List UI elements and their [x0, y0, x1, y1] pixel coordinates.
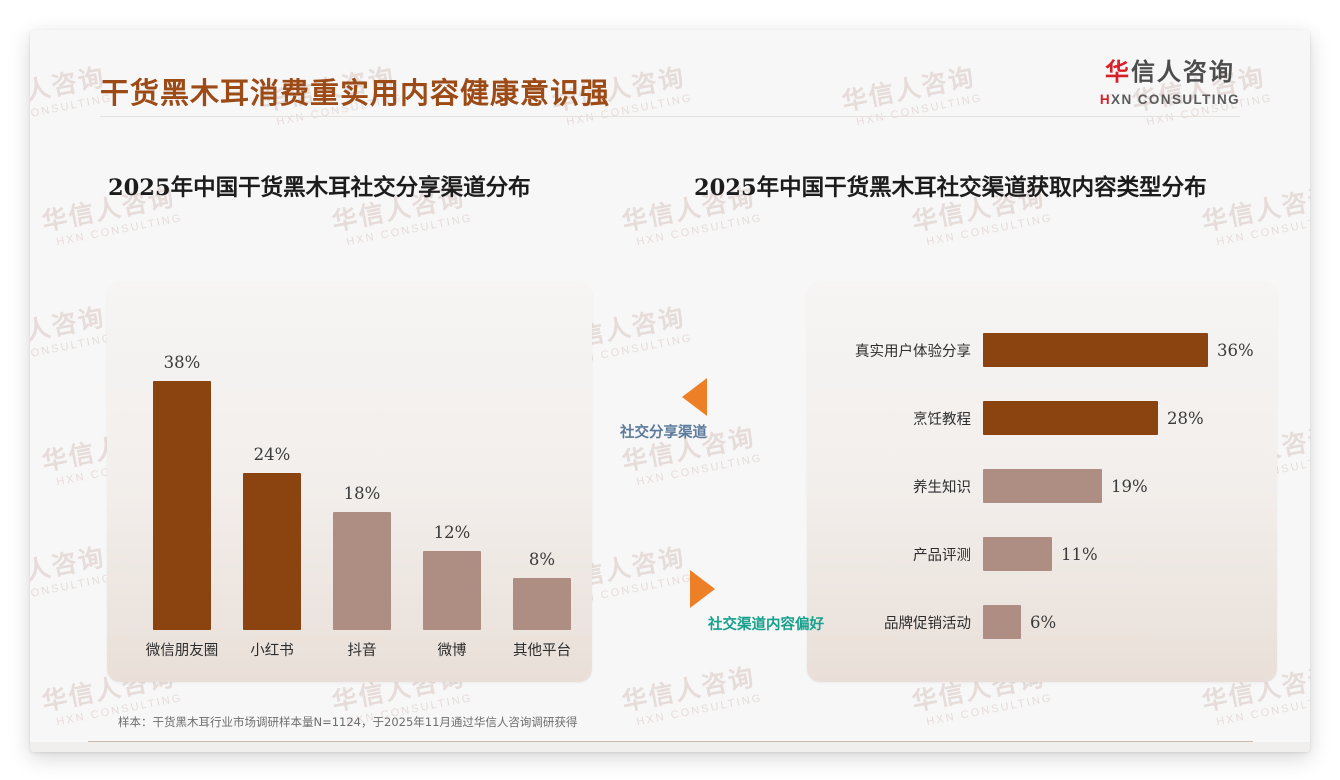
bar-column[interactable]: 38% 微信朋友圈	[146, 353, 219, 659]
bar-value-label: 36%	[1217, 340, 1254, 360]
bar-value-label: 8%	[528, 550, 556, 569]
bar-rect[interactable]	[513, 578, 571, 630]
logo-chinese: 华信人咨询	[1100, 60, 1240, 84]
bar-rect[interactable]	[983, 537, 1052, 571]
bar-rect[interactable]	[333, 512, 391, 630]
category-label: 产品评测	[913, 547, 971, 564]
category-label: 真实用户体验分享	[855, 343, 971, 360]
logo-english: HXN CONSULTING	[1100, 93, 1240, 107]
bar-row[interactable]: 品牌促销活动 6%	[807, 602, 1277, 642]
bar-rect[interactable]	[983, 333, 1208, 367]
bar-row[interactable]: 真实用户体验分享 36%	[807, 330, 1277, 370]
bar-value-label: 12%	[433, 523, 471, 542]
page-title: 干货黑木耳消费重实用内容健康意识强	[100, 76, 611, 110]
category-label: 微博	[437, 643, 467, 659]
bar-value-label: 24%	[253, 445, 291, 464]
logo-english-highlight: H	[1099, 92, 1112, 107]
category-label: 品牌促销活动	[884, 615, 971, 632]
bar-column[interactable]: 24% 小红书	[243, 445, 301, 659]
bar-value-label: 19%	[1111, 476, 1148, 496]
bar-row[interactable]: 养生知识 19%	[807, 466, 1277, 506]
arrow-right-icon	[690, 570, 715, 608]
sample-footnote: 样本：干货黑木耳行业市场调研样本量N=1124，于2025年11月通过华信人咨询…	[118, 715, 578, 729]
category-label: 其他平台	[513, 643, 571, 659]
logo-english-rest: XN CONSULTING	[1111, 92, 1240, 107]
bar-rect[interactable]	[423, 551, 481, 630]
left-chart-title: 2025年中国干货黑木耳社交分享渠道分布	[108, 175, 531, 201]
bar-column[interactable]: 18% 抖音	[333, 484, 391, 659]
right-chart-panel: 真实用户体验分享 36% 烹饪教程 28% 养生知识 19% 产品评测 11% 品牌促销活动 6%	[807, 282, 1277, 682]
category-label: 小红书	[250, 643, 294, 659]
bar-value-label: 38%	[163, 353, 201, 372]
annotation-social-share-channel: 社交分享渠道	[620, 378, 707, 442]
logo-chinese-highlight: 华	[1104, 58, 1131, 86]
bar-column[interactable]: 12% 微博	[423, 523, 481, 659]
category-label: 微信朋友圈	[145, 643, 219, 659]
bar-rect[interactable]	[983, 605, 1021, 639]
category-label: 抖音	[347, 643, 377, 659]
slide-header: 干货黑木耳消费重实用内容健康意识强 华信人咨询 HXN CONSULTING	[30, 30, 1310, 122]
bar-column[interactable]: 8% 其他平台	[513, 550, 571, 659]
annotation-label: 社交渠道内容偏好	[708, 617, 824, 633]
logo-chinese-rest: 信人咨询	[1130, 58, 1235, 86]
title-divider	[100, 116, 1240, 117]
bar-value-label: 18%	[343, 484, 381, 503]
category-label: 烹饪教程	[913, 411, 971, 428]
bar-rect[interactable]	[983, 401, 1158, 435]
annotation-content-preference: 社交渠道内容偏好	[690, 570, 824, 634]
left-chart-panel: 38% 微信朋友圈 24% 小红书 18% 抖音 12% 微博 8% 其他平台	[107, 282, 592, 682]
bar-value-label: 11%	[1061, 544, 1098, 564]
bar-value-label: 28%	[1167, 408, 1204, 428]
category-label: 养生知识	[913, 479, 971, 496]
bar-row[interactable]: 产品评测 11%	[807, 534, 1277, 574]
brand-logo: 华信人咨询 HXN CONSULTING	[1100, 60, 1240, 107]
bar-rect[interactable]	[243, 473, 301, 630]
bar-row[interactable]: 烹饪教程 28%	[807, 398, 1277, 438]
footer-divider	[88, 741, 1253, 742]
annotation-label: 社交分享渠道	[620, 425, 707, 441]
slide-footer: ©2026.1 HXR华信人咨询 www.hxrcon.com	[30, 742, 1310, 752]
vertical-bar-chart: 38% 微信朋友圈 24% 小红书 18% 抖音 12% 微博 8% 其他平台	[107, 282, 592, 682]
right-chart-title: 2025年中国干货黑木耳社交渠道获取内容类型分布	[694, 175, 1207, 201]
bar-rect[interactable]	[983, 469, 1102, 503]
bar-value-label: 6%	[1030, 612, 1057, 632]
bar-rect[interactable]	[153, 381, 211, 630]
arrow-left-icon	[682, 378, 707, 416]
